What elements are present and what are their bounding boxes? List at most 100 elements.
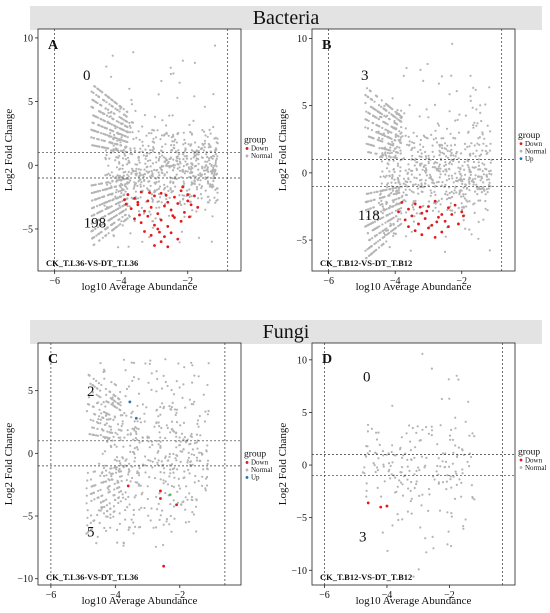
- normal-point: [113, 124, 116, 127]
- normal-point: [198, 459, 201, 462]
- normal-point: [183, 194, 186, 197]
- normal-point: [95, 93, 98, 97]
- normal-point: [109, 397, 112, 400]
- normal-point: [212, 174, 216, 177]
- normal-point: [108, 413, 111, 416]
- normal-point: [137, 159, 140, 162]
- normal-point: [89, 382, 92, 385]
- normal-point: [460, 195, 463, 198]
- normal-point: [157, 180, 161, 183]
- normal-point: [382, 120, 385, 123]
- normal-point: [206, 181, 210, 184]
- normal-point: [132, 376, 136, 379]
- normal-point: [419, 68, 422, 71]
- normal-point: [404, 134, 407, 137]
- normal-point: [390, 131, 393, 134]
- normal-point: [204, 487, 207, 490]
- normal-point: [150, 174, 153, 177]
- normal-point: [175, 421, 179, 424]
- normal-point: [106, 187, 109, 190]
- normal-point: [386, 186, 389, 189]
- normal-point: [165, 124, 168, 127]
- normal-point: [144, 455, 147, 458]
- legend-title: group: [518, 447, 540, 457]
- normal-point: [122, 128, 125, 131]
- normal-point: [164, 157, 167, 160]
- normal-point: [396, 109, 399, 112]
- normal-point: [126, 110, 129, 114]
- normal-point: [464, 518, 467, 521]
- y-tick-label: 10: [297, 34, 307, 45]
- normal-point: [116, 149, 119, 152]
- down-point: [462, 214, 465, 218]
- normal-point: [371, 121, 374, 124]
- normal-point: [102, 480, 105, 483]
- normal-point: [96, 226, 99, 229]
- normal-point: [188, 167, 191, 170]
- normal-point: [124, 190, 127, 193]
- normal-point: [97, 232, 101, 235]
- normal-point: [182, 180, 185, 183]
- normal-point: [384, 102, 388, 105]
- normal-point: [373, 242, 376, 246]
- normal-point: [132, 187, 135, 190]
- normal-point: [151, 162, 154, 165]
- normal-point: [97, 138, 100, 141]
- normal-point: [378, 443, 381, 446]
- normal-point: [169, 408, 172, 411]
- down-point: [129, 207, 133, 210]
- down-point: [413, 229, 417, 233]
- normal-point: [91, 199, 94, 202]
- normal-point: [126, 433, 129, 436]
- normal-point: [155, 422, 158, 425]
- normal-point: [378, 232, 381, 235]
- normal-point: [193, 442, 196, 445]
- normal-point: [105, 101, 108, 104]
- normal-point: [131, 121, 135, 124]
- down-point: [159, 497, 162, 500]
- normal-point: [424, 155, 427, 158]
- normal-point: [193, 61, 196, 64]
- normal-point: [123, 436, 126, 439]
- y-tick-label: −5: [22, 224, 33, 235]
- normal-point: [396, 134, 399, 137]
- legend-swatch-normal: [519, 149, 523, 153]
- down-point: [136, 200, 140, 204]
- legend-entry-up: Up: [525, 155, 534, 163]
- normal-point: [95, 542, 98, 545]
- normal-point: [97, 395, 100, 398]
- normal-point: [203, 130, 206, 133]
- normal-point: [431, 535, 434, 539]
- normal-point: [212, 177, 215, 180]
- normal-point: [394, 232, 397, 236]
- normal-point: [481, 149, 484, 152]
- normal-point: [481, 162, 484, 165]
- normal-point: [111, 199, 114, 202]
- normal-point: [408, 140, 411, 143]
- normal-point: [407, 177, 410, 180]
- normal-point: [119, 429, 122, 432]
- normal-point: [179, 424, 182, 427]
- normal-point: [170, 530, 173, 533]
- normal-point: [411, 154, 414, 157]
- normal-point: [476, 122, 479, 125]
- normal-point: [164, 480, 167, 483]
- down-point: [425, 209, 429, 213]
- x-axis-label: log10 Average Abundance: [82, 595, 198, 607]
- normal-point: [102, 119, 105, 122]
- normal-point: [100, 383, 103, 386]
- normal-point: [417, 183, 420, 187]
- normal-point: [377, 457, 380, 460]
- normal-point: [127, 468, 130, 471]
- down-point: [124, 202, 128, 206]
- normal-point: [468, 176, 471, 179]
- normal-point: [137, 377, 140, 381]
- normal-point: [158, 174, 161, 177]
- normal-point: [151, 140, 154, 143]
- normal-point: [171, 190, 174, 193]
- normal-point: [92, 419, 95, 422]
- normal-point: [100, 132, 103, 135]
- normal-point: [86, 531, 89, 534]
- normal-point: [126, 187, 129, 190]
- normal-point: [480, 119, 483, 123]
